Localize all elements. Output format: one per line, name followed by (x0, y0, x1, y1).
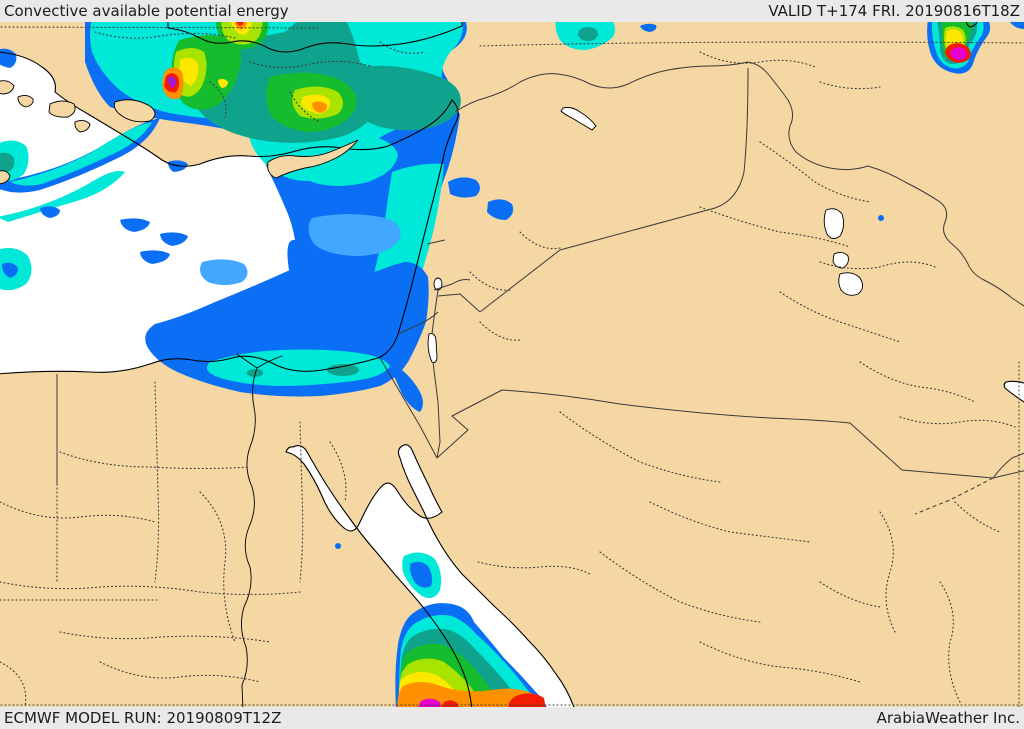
cape-layer (0, 22, 1024, 707)
dead-sea (427, 333, 438, 363)
model-run-label: ECMWF MODEL RUN: 20190809T12Z (4, 709, 282, 727)
map-title: Convective available potential energy (4, 2, 289, 20)
brand-label: ArabiaWeather Inc. (876, 709, 1020, 727)
cape-map (0, 22, 1024, 707)
island-cyprus (267, 139, 359, 179)
footer-bar: ECMWF MODEL RUN: 20190809T12Z ArabiaWeat… (0, 707, 1024, 729)
lake-assad (560, 107, 597, 131)
header-bar: Convective available potential energy VA… (0, 0, 1024, 22)
lake-tharthar (823, 208, 845, 239)
lakes (427, 107, 863, 363)
islands (0, 80, 359, 185)
coastlines (0, 22, 1024, 707)
country-borders (56, 61, 1024, 484)
admin-borders (0, 26, 1024, 707)
valid-time-label: VALID T+174 FRI. 20190816T18Z (768, 2, 1020, 20)
